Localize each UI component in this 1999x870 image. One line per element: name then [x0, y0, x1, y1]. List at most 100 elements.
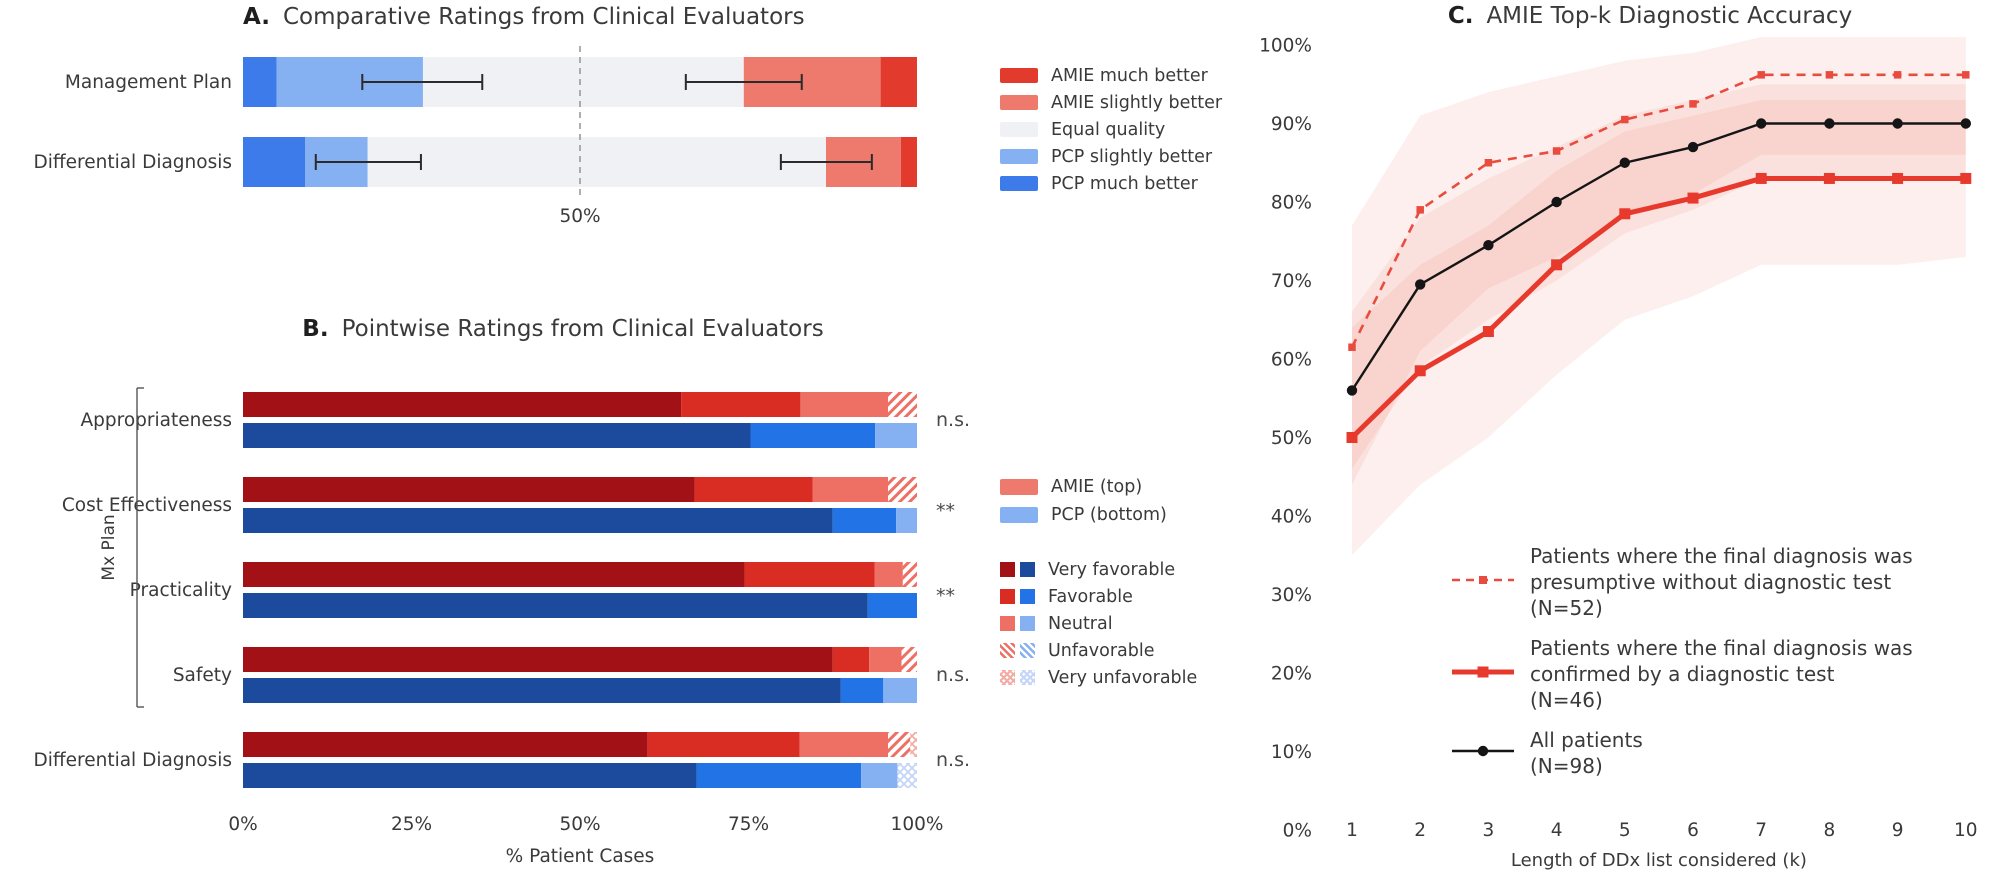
legend-item: AMIE (top)	[1000, 473, 1167, 501]
panel-b-chart: Appropriateness n.s. Cost Effectiveness ** P…	[34, 387, 970, 867]
legend-label: Very unfavorable	[1048, 667, 1198, 688]
svg-text:80%: 80%	[1271, 193, 1312, 214]
legend-item: AMIE slightly better	[1000, 89, 1222, 116]
legend-swatch	[1000, 149, 1038, 164]
panel-a-legend: AMIE much better AMIE slightly better Equa…	[1000, 62, 1222, 197]
legend-item: Favorable	[1000, 583, 1197, 610]
legend-swatch-amie	[1000, 562, 1015, 577]
legend-item: Patients where the final diagnosis was c…	[1450, 635, 1970, 713]
svg-text:2: 2	[1414, 820, 1426, 841]
legend-label: Favorable	[1048, 586, 1133, 607]
svg-text:75%: 75%	[728, 814, 769, 835]
panel-a-chart: Management Plan Differential Diagnosis 50%	[34, 46, 917, 227]
svg-text:70%: 70%	[1271, 271, 1312, 292]
panel-b-letter: B.	[302, 316, 329, 342]
legend-swatch-pcp	[1020, 616, 1035, 631]
svg-text:25%: 25%	[391, 814, 432, 835]
legend-item: All patients (N=98)	[1450, 727, 1970, 779]
panel-c-letter: C.	[1447, 3, 1474, 29]
svg-text:90%: 90%	[1271, 114, 1312, 135]
svg-text:7: 7	[1755, 820, 1767, 841]
svg-text:5: 5	[1619, 820, 1631, 841]
panel-a-title-text: Comparative Ratings from Clinical Evalua…	[282, 4, 805, 30]
legend-swatch	[1000, 507, 1038, 523]
legend-line-marker	[1450, 663, 1530, 685]
svg-text:9: 9	[1892, 820, 1904, 841]
svg-text:50%: 50%	[559, 206, 600, 227]
legend-label: AMIE much better	[1051, 65, 1208, 86]
legend-swatch-amie	[1000, 589, 1015, 604]
legend-label: AMIE (top)	[1051, 477, 1143, 497]
svg-text:% Patient Cases: % Patient Cases	[506, 846, 655, 867]
svg-text:Appropriateness: Appropriateness	[80, 410, 232, 431]
panel-c-title-text: AMIE Top-k Diagnostic Accuracy	[1486, 3, 1853, 29]
panel-b-rating-legend: Very favorable Favorable Neutral Unfavorabl…	[1000, 556, 1197, 691]
legend-swatch	[1000, 68, 1038, 83]
panel-c-legend: Patients where the final diagnosis was p…	[1450, 543, 1970, 779]
series-presumptive	[1348, 71, 1970, 351]
legend-label: Patients where the final diagnosis was p…	[1530, 544, 1913, 620]
series-all-patients	[1346, 118, 1971, 396]
legend-item: Neutral	[1000, 610, 1197, 637]
series-confirmed	[1346, 172, 1972, 443]
legend-label: Equal quality	[1051, 119, 1166, 140]
panel-b-series-legend: AMIE (top) PCP (bottom)	[1000, 473, 1167, 529]
panel-b-title-text: Pointwise Ratings from Clinical Evaluato…	[341, 316, 824, 342]
legend-label: PCP slightly better	[1051, 146, 1213, 167]
significance-label: **	[936, 500, 955, 522]
legend-swatch-amie	[1000, 643, 1015, 658]
group-axis-label: Mx Plan	[99, 514, 119, 580]
svg-text:Cost Effectiveness: Cost Effectiveness	[62, 495, 232, 516]
legend-item: Unfavorable	[1000, 637, 1197, 664]
mx-plan-bracket	[136, 387, 144, 708]
panel-a-letter: A.	[243, 4, 270, 30]
legend-item: Very favorable	[1000, 556, 1197, 583]
legend-item: PCP slightly better	[1000, 143, 1222, 170]
panel-a-bars: Management Plan Differential Diagnosis	[34, 57, 917, 187]
legend-swatch	[1000, 122, 1038, 137]
svg-text:Practicality: Practicality	[130, 580, 232, 601]
svg-text:30%: 30%	[1271, 585, 1312, 606]
panel-a-title: A. Comparative Ratings from Clinical Eval…	[243, 4, 805, 30]
significance-label: **	[936, 585, 955, 607]
legend-swatch-pcp	[1020, 670, 1035, 685]
svg-text:0%: 0%	[228, 814, 257, 835]
svg-text:0%: 0%	[1283, 821, 1312, 842]
confidence-bands	[1352, 37, 1966, 556]
legend-swatch-amie	[1000, 670, 1015, 685]
legend-item: AMIE much better	[1000, 62, 1222, 89]
legend-label: PCP much better	[1051, 173, 1198, 194]
svg-text:Safety: Safety	[173, 665, 232, 686]
legend-line-marker	[1450, 571, 1530, 593]
legend-swatch-pcp	[1020, 589, 1035, 604]
legend-swatch	[1000, 479, 1038, 495]
legend-swatch	[1000, 176, 1038, 191]
legend-item: Equal quality	[1000, 116, 1222, 143]
legend-label: Neutral	[1048, 613, 1113, 634]
svg-text:10%: 10%	[1271, 742, 1312, 763]
svg-text:100%: 100%	[891, 814, 944, 835]
panel-c-title: C. AMIE Top-k Diagnostic Accuracy	[1320, 3, 1980, 29]
svg-text:4: 4	[1551, 820, 1563, 841]
legend-label: Very favorable	[1048, 559, 1176, 580]
legend-swatch	[1000, 95, 1038, 110]
legend-label: AMIE slightly better	[1051, 92, 1223, 113]
svg-text:8: 8	[1824, 820, 1836, 841]
svg-text:1: 1	[1346, 820, 1358, 841]
significance-label: n.s.	[936, 749, 970, 771]
svg-text:6: 6	[1687, 820, 1699, 841]
legend-label: Patients where the final diagnosis was c…	[1530, 636, 1913, 712]
svg-text:Management Plan: Management Plan	[65, 72, 232, 93]
svg-text:20%: 20%	[1271, 664, 1312, 685]
svg-text:50%: 50%	[1271, 428, 1312, 449]
svg-text:50%: 50%	[559, 814, 600, 835]
panel-b-title: B. Pointwise Ratings from Clinical Evalua…	[243, 316, 883, 342]
svg-text:40%: 40%	[1271, 507, 1312, 528]
svg-text:Differential Diagnosis: Differential Diagnosis	[34, 750, 233, 771]
legend-item: PCP (bottom)	[1000, 501, 1167, 529]
legend-label: Unfavorable	[1048, 640, 1155, 661]
legend-item: PCP much better	[1000, 170, 1222, 197]
legend-label: All patients (N=98)	[1530, 728, 1643, 778]
panel-b-bars: Appropriateness n.s. Cost Effectiveness ** P…	[34, 392, 970, 788]
